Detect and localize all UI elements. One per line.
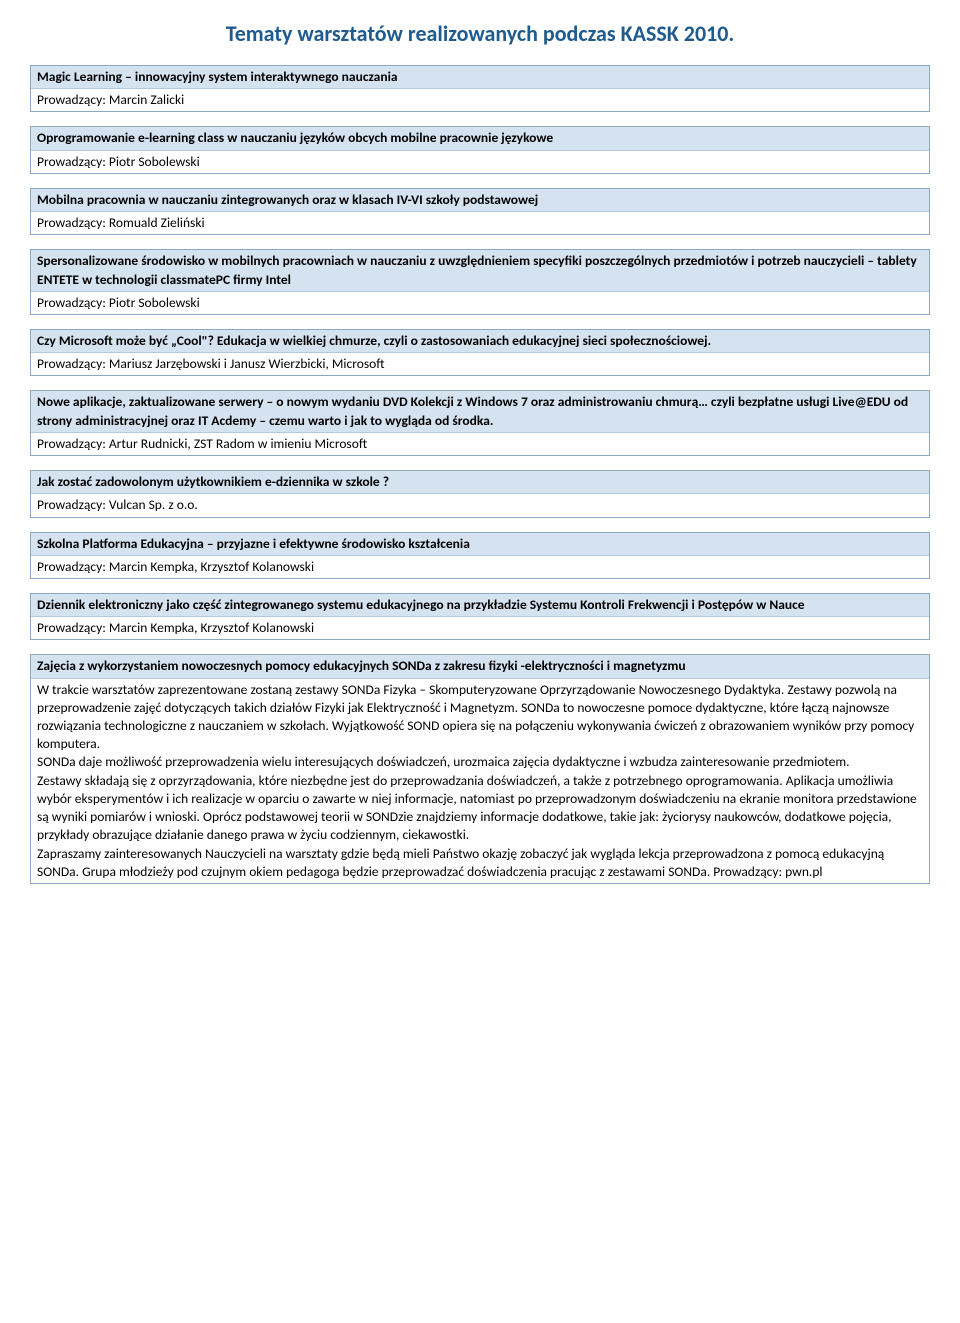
block-header: Czy Microsoft może być „Cool"? Edukacja …	[31, 330, 929, 353]
block-header: Mobilna pracownia w nauczaniu zintegrowa…	[31, 189, 929, 212]
block-header: Magic Learning – innowacyjny system inte…	[31, 66, 929, 89]
block-body-line: Zapraszamy zainteresowanych Nauczycieli …	[37, 845, 923, 881]
block-body-line: SONDa daje możliwość przeprowadzenia wie…	[37, 753, 923, 771]
workshop-block: Oprogramowanie e-learning class w naucza…	[30, 126, 930, 173]
block-body-line: Prowadzący: Piotr Sobolewski	[37, 153, 923, 171]
block-body-line: Zestawy składają się z oprzyrządowania, …	[37, 772, 923, 845]
block-body-line: Prowadzący: Marcin Kempka, Krzysztof Kol…	[37, 619, 923, 637]
block-body: Prowadzący: Romuald Zieliński	[31, 212, 929, 234]
blocks-container: Magic Learning – innowacyjny system inte…	[30, 65, 930, 884]
workshop-block: Zajęcia z wykorzystaniem nowoczesnych po…	[30, 654, 930, 884]
block-body-line: Prowadzący: Artur Rudnicki, ZST Radom w …	[37, 435, 923, 453]
block-body-line: Prowadzący: Romuald Zieliński	[37, 214, 923, 232]
block-header: Dziennik elektroniczny jako część zinteg…	[31, 594, 929, 617]
block-body: Prowadzący: Marcin Zalicki	[31, 89, 929, 111]
workshop-block: Szkolna Platforma Edukacyjna – przyjazne…	[30, 532, 930, 579]
block-header-title: Zajęcia z wykorzystaniem nowoczesnych po…	[37, 657, 686, 674]
block-body-line: Prowadzący: Marcin Kempka, Krzysztof Kol…	[37, 558, 923, 576]
workshop-block: Jak zostać zadowolonym użytkownikiem e-d…	[30, 470, 930, 517]
block-body: Prowadzący: Vulcan Sp. z o.o.	[31, 494, 929, 516]
block-header: Jak zostać zadowolonym użytkownikiem e-d…	[31, 471, 929, 494]
workshop-block: Spersonalizowane środowisko w mobilnych …	[30, 249, 930, 315]
workshop-block: Mobilna pracownia w nauczaniu zintegrowa…	[30, 188, 930, 235]
block-header: Zajęcia z wykorzystaniem nowoczesnych po…	[31, 655, 929, 678]
block-body: Prowadzący: Mariusz Jarzębowski i Janusz…	[31, 353, 929, 375]
block-body-line: Prowadzący: Mariusz Jarzębowski i Janusz…	[37, 355, 923, 373]
block-body: Prowadzący: Artur Rudnicki, ZST Radom w …	[31, 433, 929, 455]
block-header-title: Mobilna pracownia w nauczaniu zintegrowa…	[37, 191, 538, 208]
block-header: Szkolna Platforma Edukacyjna – przyjazne…	[31, 533, 929, 556]
page-title: Tematy warsztatów realizowanych podczas …	[30, 20, 930, 47]
block-header-title: Jak zostać zadowolonym użytkownikiem e-d…	[37, 473, 389, 490]
block-body: Prowadzący: Piotr Sobolewski	[31, 151, 929, 173]
block-body: W trakcie warsztatów zaprezentowane zost…	[31, 679, 929, 883]
block-header-title: Spersonalizowane środowisko w mobilnych …	[37, 252, 917, 287]
block-header-title: Nowe aplikacje, zaktualizowane serwery –…	[37, 393, 908, 428]
block-body: Prowadzący: Marcin Kempka, Krzysztof Kol…	[31, 617, 929, 639]
workshop-block: Czy Microsoft może być „Cool"? Edukacja …	[30, 329, 930, 376]
block-body-line: Prowadzący: Marcin Zalicki	[37, 91, 923, 109]
workshop-block: Nowe aplikacje, zaktualizowane serwery –…	[30, 390, 930, 456]
block-body-line: Prowadzący: Piotr Sobolewski	[37, 294, 923, 312]
block-header: Oprogramowanie e-learning class w naucza…	[31, 127, 929, 150]
workshop-block: Magic Learning – innowacyjny system inte…	[30, 65, 930, 112]
workshop-block: Dziennik elektroniczny jako część zinteg…	[30, 593, 930, 640]
block-header-title: Magic Learning – innowacyjny system inte…	[37, 68, 398, 85]
block-header: Nowe aplikacje, zaktualizowane serwery –…	[31, 391, 929, 432]
block-header: Spersonalizowane środowisko w mobilnych …	[31, 250, 929, 291]
block-header-title: Oprogramowanie e-learning class w naucza…	[37, 129, 553, 146]
block-header-title: Czy Microsoft może być „Cool"? Edukacja …	[37, 332, 711, 349]
block-body: Prowadzący: Piotr Sobolewski	[31, 292, 929, 314]
block-header-title: Dziennik elektroniczny jako część zinteg…	[37, 596, 805, 613]
block-body: Prowadzący: Marcin Kempka, Krzysztof Kol…	[31, 556, 929, 578]
block-body-line: Prowadzący: Vulcan Sp. z o.o.	[37, 496, 923, 514]
block-header-title: Szkolna Platforma Edukacyjna – przyjazne…	[37, 535, 470, 552]
block-body-line: W trakcie warsztatów zaprezentowane zost…	[37, 681, 923, 754]
